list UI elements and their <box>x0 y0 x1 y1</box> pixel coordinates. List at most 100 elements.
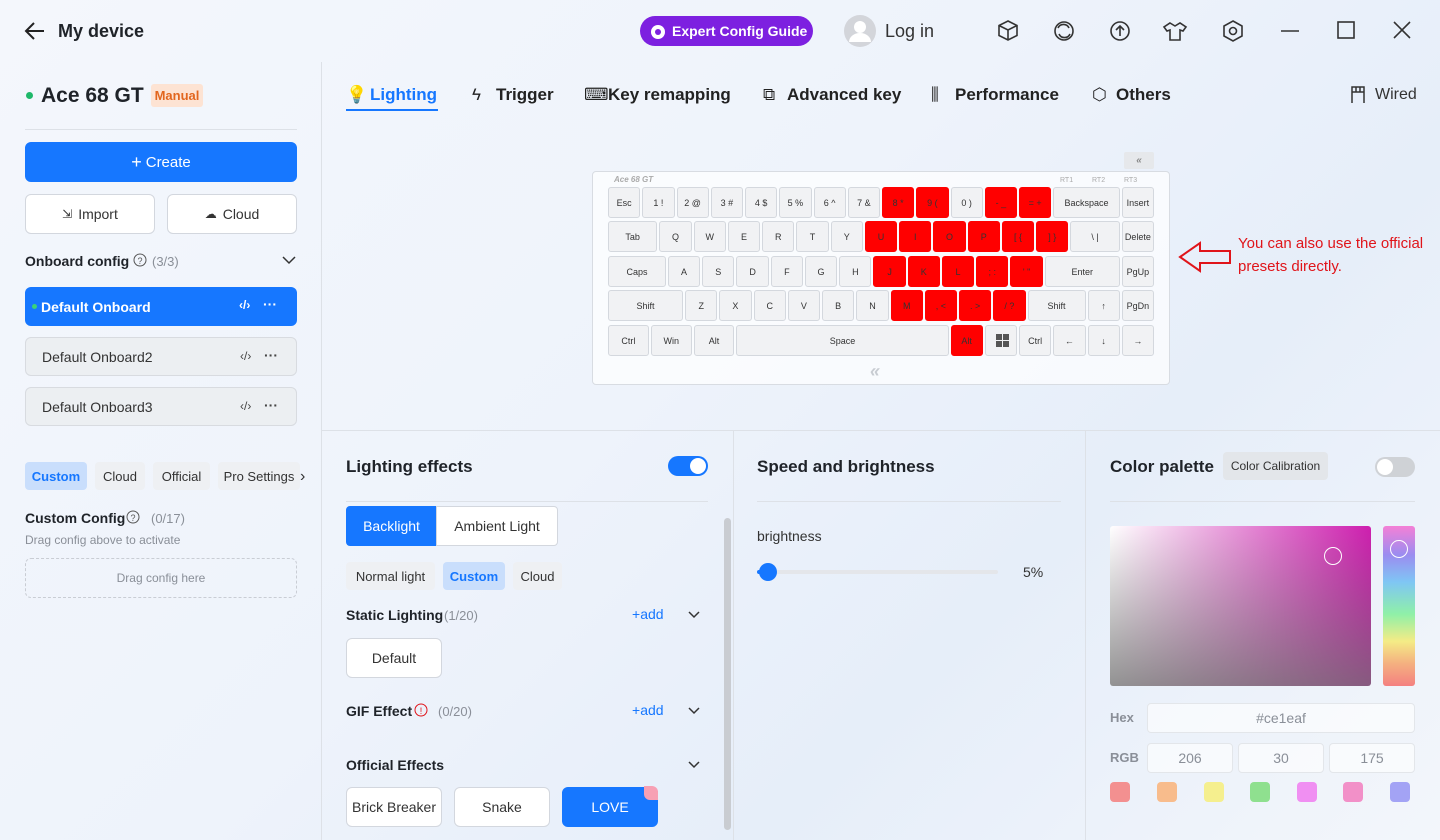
swatch[interactable] <box>1390 782 1410 802</box>
hex-input[interactable]: #ce1eaf <box>1147 703 1415 733</box>
key[interactable]: / ? <box>993 290 1026 321</box>
key[interactable]: W <box>693 221 726 252</box>
key[interactable]: L <box>941 256 975 287</box>
chevron[interactable] <box>688 611 700 619</box>
help-icon[interactable]: ? <box>133 253 147 267</box>
code-icon[interactable]: ‹/› <box>240 399 252 413</box>
key[interactable]: 5 % <box>779 187 812 218</box>
key[interactable]: Enter <box>1044 256 1120 287</box>
key[interactable]: A <box>667 256 701 287</box>
key[interactable]: PgDn <box>1121 290 1154 321</box>
import-button[interactable]: ⇲ Import <box>25 194 155 234</box>
more-icon[interactable]: ··· <box>264 397 278 413</box>
swatch[interactable] <box>1250 782 1270 802</box>
slider-track[interactable] <box>757 570 998 574</box>
key[interactable]: ; : <box>976 256 1009 287</box>
key[interactable]: F <box>770 256 803 287</box>
config-tab[interactable]: Cloud <box>95 462 145 490</box>
key[interactable]: 8 * <box>882 187 915 218</box>
tab[interactable]: 💡 Lighting <box>346 86 437 103</box>
key[interactable]: 9 ( <box>916 187 949 218</box>
more-icon[interactable]: ··· <box>264 347 278 363</box>
swatch[interactable] <box>1343 782 1363 802</box>
key[interactable]: ← <box>1053 325 1086 356</box>
key[interactable]: D <box>736 256 769 287</box>
key[interactable]: ' " <box>1010 256 1043 287</box>
picker-handle[interactable] <box>1324 547 1342 565</box>
key[interactable]: 2 @ <box>676 187 709 218</box>
key[interactable]: V <box>787 290 821 321</box>
key[interactable]: , < <box>924 290 958 321</box>
rgb-input[interactable]: 206 <box>1147 743 1233 773</box>
swatch[interactable] <box>1157 782 1177 802</box>
rgb-input[interactable]: 175 <box>1329 743 1415 773</box>
swatch[interactable] <box>1204 782 1224 802</box>
key[interactable]: N <box>856 290 889 321</box>
config-tab[interactable]: Pro Settings <box>218 462 300 490</box>
key[interactable]: R <box>762 221 795 252</box>
calibration-toggle[interactable] <box>1375 457 1415 477</box>
key[interactable]: → <box>1121 325 1154 356</box>
key[interactable]: Esc <box>608 187 641 218</box>
key[interactable]: K <box>907 256 940 287</box>
key[interactable]: Backspace <box>1053 187 1120 218</box>
key[interactable]: Space <box>736 325 949 356</box>
create-button[interactable]: + Create <box>25 142 297 182</box>
subtab[interactable]: Custom <box>443 562 505 590</box>
key[interactable] <box>984 325 1017 356</box>
key[interactable]: X <box>719 290 752 321</box>
calibration-tag[interactable]: Color Calibration <box>1223 452 1328 480</box>
tab[interactable]: ϟ Trigger <box>472 86 554 103</box>
key[interactable]: Delete <box>1121 221 1154 252</box>
tab[interactable]: ⫼ Performance <box>931 86 1059 103</box>
effect-button[interactable]: Default <box>346 638 442 678</box>
config-tab[interactable]: Official <box>153 462 210 490</box>
slider-thumb[interactable] <box>759 563 777 581</box>
mode-button[interactable]: Backlight <box>346 506 437 546</box>
key[interactable]: 3 # <box>710 187 743 218</box>
key[interactable]: Win <box>650 325 692 356</box>
scrollbar[interactable] <box>724 518 731 830</box>
key[interactable]: = + <box>1019 187 1052 218</box>
key[interactable]: M <box>890 290 923 321</box>
key[interactable]: Shift <box>608 290 684 321</box>
lighting-toggle[interactable] <box>668 456 708 476</box>
key[interactable]: U <box>864 221 898 252</box>
key[interactable]: 1 ! <box>642 187 675 218</box>
swatch[interactable] <box>1110 782 1130 802</box>
swatch[interactable] <box>1297 782 1317 802</box>
key[interactable]: P <box>967 221 1000 252</box>
key[interactable]: J <box>873 256 906 287</box>
key[interactable]: Caps <box>608 256 666 287</box>
key[interactable]: Insert <box>1121 187 1154 218</box>
subtab[interactable]: Normal light <box>346 562 435 590</box>
key[interactable]: 0 ) <box>950 187 983 218</box>
onboard-item[interactable]: Default Onboard3 ‹/› ··· <box>25 387 297 426</box>
code-icon[interactable]: ‹/› <box>240 349 252 363</box>
key[interactable]: 6 ^ <box>813 187 846 218</box>
effect-button[interactable]: Brick Breaker <box>346 787 442 827</box>
key[interactable]: Q <box>659 221 692 252</box>
guide-button[interactable]: Expert Config Guide <box>640 16 813 46</box>
key[interactable]: Ctrl <box>608 325 649 356</box>
onboard-item[interactable]: Default Onboard2 ‹/› ··· <box>25 337 297 376</box>
add-link[interactable]: +add <box>632 607 664 621</box>
subtab[interactable]: Cloud <box>513 562 562 590</box>
key[interactable]: Tab <box>608 221 658 252</box>
key[interactable]: I <box>899 221 932 252</box>
back-icon[interactable] <box>24 21 46 41</box>
effect-button[interactable]: LOVE <box>562 787 658 827</box>
key[interactable]: \ | <box>1070 221 1120 252</box>
rgb-input[interactable]: 30 <box>1238 743 1324 773</box>
key[interactable]: - _ <box>984 187 1017 218</box>
add-link[interactable]: +add <box>632 703 664 717</box>
key[interactable]: Y <box>830 221 863 252</box>
onboard-item[interactable]: Default Onboard ‹/› ··· <box>25 287 297 326</box>
key[interactable]: B <box>822 290 855 321</box>
tabs-next[interactable]: › <box>300 468 306 485</box>
key[interactable]: ↓ <box>1087 325 1120 356</box>
key[interactable]: ↑ <box>1087 290 1120 321</box>
tab[interactable]: ⧉ Advanced key <box>763 86 901 103</box>
tab[interactable]: ⬡ Others <box>1092 86 1171 103</box>
hue-handle[interactable] <box>1390 540 1408 558</box>
